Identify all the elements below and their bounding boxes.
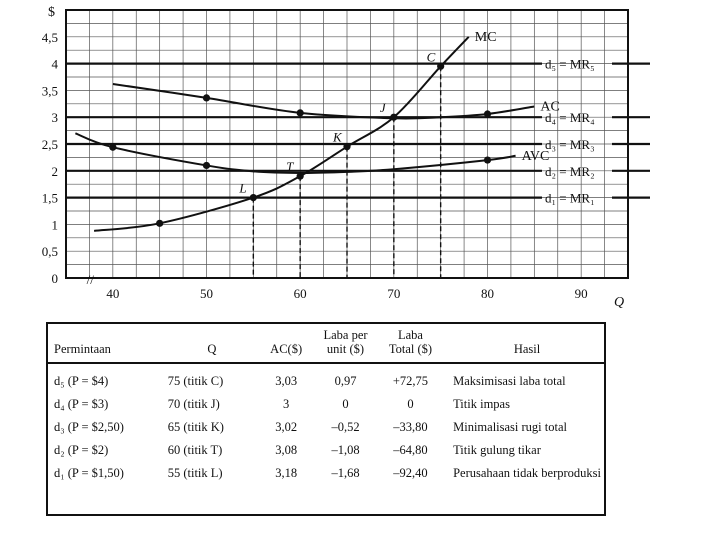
header-hasil: Hasil [443,324,604,364]
cell-permintaan: d₂ (P = $2) [54,443,109,457]
cell-q: 75 (titik C) [167,374,224,388]
y-tick-label: 3,5 [42,83,58,98]
point-label: J [380,100,387,115]
header-laba-per-unit: Laba per unit ($) [313,324,378,364]
cell-laba-per-unit: –1,68 [331,466,360,480]
y-tick-label: 4,5 [42,30,58,45]
x-axis-label: Q [614,295,624,310]
cell-laba-per-unit: –0,52 [331,420,360,434]
header-laba-total-line1: Laba [397,328,423,342]
header-laba-total-line2: Total ($) [388,342,433,356]
cell-hasil: Minimalisasi rugi total [453,420,567,434]
y-tick-label: 4 [52,57,59,72]
curve-label-avc: AVC [522,149,550,164]
header-laba-per-unit-line1: Laba per [323,328,368,342]
cell-q: 60 (titik T) [167,443,223,457]
y-tick-label: 1,5 [42,191,58,206]
mr-line-label: d₂ = MR₂ [545,164,595,179]
y-axis-label: $ [48,5,55,20]
mr-line-label: d₄ = MR₄ [545,110,595,125]
point-label: L [238,181,246,196]
cell-laba-total: –64,80 [393,443,428,457]
cell-hasil: Titik gulung tikar [453,443,541,457]
y-tick-label: 1 [52,217,59,232]
cell-hasil: Titik impas [453,397,510,411]
cell-laba-total: 0 [407,397,414,411]
table-row: d₂ (P = $2) 60 (titik T) 3,08 –1,08 –64,… [48,439,604,462]
mr-line-label: d₃ = MR₃ [545,137,595,152]
cell-laba-per-unit: 0 [342,397,349,411]
cell-permintaan: d₄ (P = $3) [54,397,109,411]
cell-laba-total: –92,40 [393,466,428,480]
y-tick-label: 2 [52,164,59,179]
x-tick-label: 70 [387,286,400,301]
point-label: T [286,159,294,174]
header-laba-per-unit-line2: unit ($) [326,342,365,356]
table-row: d₅ (P = $4) 75 (titik C) 3,03 0,97 +72,7… [48,363,604,393]
x-tick-label: 60 [294,286,307,301]
cell-permintaan: d₃ (P = $2,50) [54,420,124,434]
cell-q: 65 (titik K) [167,420,224,434]
curve-label-mc: MC [475,30,497,45]
x-tick-label: 40 [106,286,119,301]
data-marker [202,161,211,170]
point-marker [343,143,351,151]
y-tick-label: 0 [52,271,59,286]
x-tick-label: 50 [200,286,213,301]
point-marker [249,194,257,202]
table-row: d₃ (P = $2,50) 65 (titik K) 3,02 –0,52 –… [48,416,604,439]
results-table: Permintaan Q AC($) Laba per unit ($) Lab… [48,324,604,485]
table-row: d₄ (P = $3) 70 (titik J) 3 0 0 Titik imp… [48,393,604,416]
y-tick-label: 3 [52,110,59,125]
point-label: K [332,130,343,145]
cell-hasil: Perusahaan tidak berproduksi [453,466,601,480]
table-row: d₁ (P = $1,50) 55 (titik L) 3,18 –1,68 –… [48,462,604,485]
y-tick-label: 0,5 [42,244,58,259]
point-marker [296,172,304,180]
x-tick-label: 90 [575,286,588,301]
data-marker [483,156,492,164]
curve-label-ac: AC [540,99,559,114]
cell-laba-per-unit: –1,08 [331,443,360,457]
point-label: C [427,49,436,64]
cell-q: 55 (titik L) [167,466,223,480]
point-marker [390,113,398,121]
data-marker [202,94,211,102]
cell-permintaan: d₁ (P = $1,50) [54,466,124,480]
data-marker [156,219,164,227]
cell-q: 70 (titik J) [167,397,220,411]
y-tick-label: 2,5 [42,137,58,152]
curve-mc [93,36,470,232]
cell-laba-per-unit: 0,97 [334,374,357,388]
data-marker [483,110,492,118]
cell-laba-total: –33,80 [393,420,428,434]
cell-hasil: Maksimisasi laba total [453,374,566,388]
cell-ac: 3,08 [275,443,298,457]
axis-break-mark: // [87,272,95,287]
x-tick-label: 80 [481,286,494,301]
header-laba-total: Laba Total ($) [377,324,444,364]
cell-ac: 3,18 [275,466,298,480]
data-marker [109,143,117,151]
profit-table: Permintaan Q AC($) Laba per unit ($) Lab… [46,322,606,516]
data-marker [296,109,304,117]
header-q: Q [164,324,260,364]
mr-line-label: d₁ = MR₁ [545,191,595,206]
cell-permintaan: d₅ (P = $4) [54,374,109,388]
chart-svg: // 0 0,5 1 1,5 2 2,5 3 3,5 4 4,5 40 50 60 70 80 90 $ Qd₅ =… [42,5,650,310]
point-marker [437,62,445,70]
table-header-row: Permintaan Q AC($) Laba per unit ($) Lab… [48,324,604,364]
cell-ac: 3,02 [275,420,298,434]
cell-ac: 3,03 [275,374,298,388]
header-permintaan: Permintaan [48,324,165,364]
header-ac: AC($) [259,324,314,364]
mr-line-label: d₅ = MR₅ [545,57,595,72]
cell-laba-total: +72,75 [392,374,429,388]
curve-avc [75,132,516,174]
cell-ac: 3 [283,397,290,411]
